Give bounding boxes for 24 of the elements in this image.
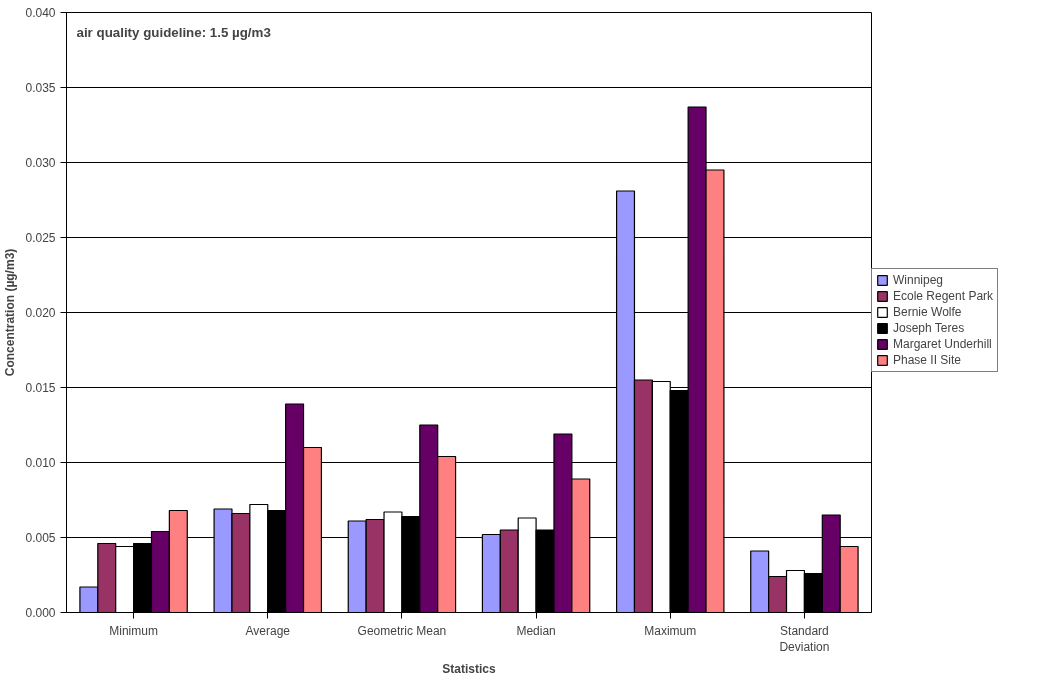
y-tick-label: 0.025 bbox=[25, 231, 56, 245]
x-tick-label: Geometric Mean bbox=[357, 623, 447, 638]
y-tick-label: 0.005 bbox=[25, 531, 56, 545]
y-tick-label: 0.020 bbox=[25, 306, 56, 320]
y-tick-label: 0.030 bbox=[25, 156, 56, 170]
x-tick-label: Median bbox=[516, 623, 556, 638]
legend-label: Ecole Regent Park bbox=[893, 289, 994, 303]
x-tick-label: Average bbox=[245, 623, 291, 638]
x-tick-label: Standard Deviation bbox=[779, 623, 830, 655]
annotation: air quality guideline: 1.5 µg/m3 bbox=[76, 24, 271, 40]
y-tick-label: 0.000 bbox=[25, 606, 56, 620]
legend-label: Bernie Wolfe bbox=[893, 305, 962, 319]
x-tick-label: Minimum bbox=[109, 623, 158, 638]
y-tick-label: 0.035 bbox=[25, 81, 56, 95]
legend-label: Winnipeg bbox=[893, 273, 944, 287]
y-tick-label: 0.040 bbox=[25, 6, 56, 20]
y-tick-label: 0.010 bbox=[25, 456, 56, 470]
y-axis-title: Concentration (µg/m3) bbox=[3, 248, 18, 377]
legend-label: Margaret Underhill bbox=[893, 337, 992, 351]
y-tick-label: 0.015 bbox=[25, 381, 56, 395]
x-tick-label: Maximum bbox=[644, 623, 697, 638]
legend-label: Joseph Teres bbox=[893, 321, 965, 335]
x-axis-title: Statistics bbox=[442, 662, 496, 677]
legend-label: Phase II Site bbox=[893, 353, 962, 367]
